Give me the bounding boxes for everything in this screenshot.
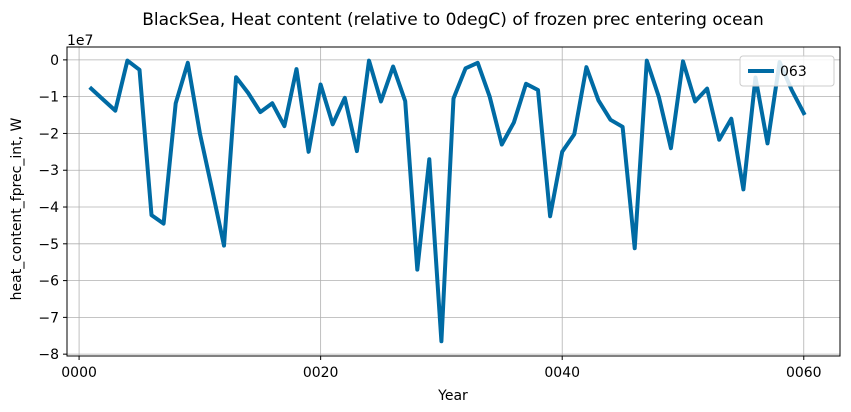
- legend-label: 063: [780, 64, 807, 80]
- y-tick-label: 0: [50, 53, 59, 69]
- x-tick-label: 0000: [61, 365, 97, 381]
- legend-box: [739, 55, 835, 87]
- y-tick-label: −7: [38, 310, 59, 326]
- y-tick-label: −6: [38, 274, 59, 290]
- y-tick-label: −8: [38, 347, 59, 363]
- x-axis-ticks: 0000 0020 0040 0060: [61, 356, 822, 381]
- x-axis-label: Year: [437, 388, 468, 404]
- grid: [67, 47, 840, 356]
- y-axis-exponent: 1e7: [67, 33, 93, 49]
- y-tick-label: −4: [38, 200, 59, 216]
- series-line: [88, 58, 807, 344]
- x-tick-label: 0040: [544, 365, 580, 381]
- chart-title: BlackSea, Heat content (relative to 0deg…: [142, 10, 764, 30]
- y-axis-label: heat_content_fprec_int, W: [9, 117, 25, 300]
- y-tick-label: −1: [38, 90, 59, 106]
- y-axis-ticks: 0 −1 −2 −3 −4 −5 −6 −7 −8: [38, 53, 67, 363]
- y-tick-label: −2: [38, 126, 59, 142]
- series-lines: [88, 58, 807, 344]
- x-tick-label: 0020: [303, 365, 339, 381]
- legend: 063: [739, 55, 835, 87]
- x-tick-label: 0060: [786, 365, 822, 381]
- y-tick-label: −3: [38, 163, 59, 179]
- y-tick-label: −5: [38, 237, 59, 253]
- plot-frame: [66, 46, 841, 357]
